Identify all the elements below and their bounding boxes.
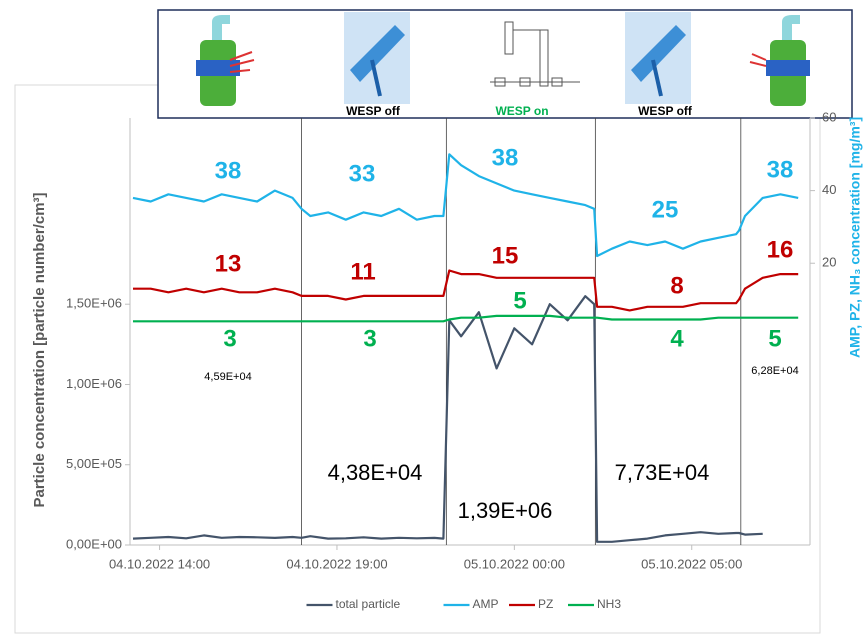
phase-label: 16 bbox=[767, 236, 794, 263]
banner-label: WESP on bbox=[495, 104, 548, 118]
phase-label: 1,39E+06 bbox=[458, 498, 553, 523]
chart-frame bbox=[15, 85, 820, 633]
x-tick-label: 05.10.2022 05:00 bbox=[641, 556, 742, 571]
phase-label: 38 bbox=[767, 156, 794, 183]
legend-label: NH3 bbox=[597, 597, 621, 611]
legend-label: total particle bbox=[336, 597, 401, 611]
y2-axis-title: AMP, PZ, NH₃ concentration [mg/m³] bbox=[847, 117, 863, 358]
phase-label: 3 bbox=[363, 325, 376, 352]
phase-label: 4,59E+04 bbox=[204, 371, 251, 383]
phase-label: 6,28E+04 bbox=[751, 365, 798, 377]
y2-tick-label: 20 bbox=[822, 255, 836, 270]
phase-label: 11 bbox=[350, 258, 375, 285]
x-tick-label: 04.10.2022 14:00 bbox=[109, 556, 210, 571]
legend-label: AMP bbox=[473, 597, 499, 611]
banner-label: WESP off bbox=[638, 104, 693, 118]
phase-label: 7,73E+04 bbox=[615, 460, 710, 485]
y2-tick-label: 60 bbox=[822, 109, 836, 124]
phase-label: 15 bbox=[492, 242, 519, 269]
phase-label: 3 bbox=[223, 325, 236, 352]
banner-label: WESP off bbox=[346, 104, 401, 118]
y2-tick-label: 40 bbox=[822, 182, 836, 197]
legend-label: PZ bbox=[538, 597, 553, 611]
phase-label: 13 bbox=[215, 250, 242, 277]
x-tick-label: 05.10.2022 00:00 bbox=[464, 556, 565, 571]
y-tick-label: 1,50E+06 bbox=[66, 296, 122, 311]
wesp-image bbox=[344, 12, 410, 104]
banner: WESP off WESP on WESP off bbox=[158, 10, 852, 118]
x-tick-label: 04.10.2022 19:00 bbox=[286, 556, 387, 571]
phase-label: 5 bbox=[768, 325, 781, 352]
y-tick-label: 5,00E+05 bbox=[66, 456, 122, 471]
phase-label: 4,38E+04 bbox=[328, 460, 423, 485]
phase-label: 33 bbox=[349, 160, 376, 187]
wesp-image bbox=[625, 12, 691, 104]
y-tick-label: 1,00E+06 bbox=[66, 376, 122, 391]
phase-label: 4 bbox=[670, 325, 684, 352]
phase-label: 5 bbox=[513, 287, 526, 314]
y-axis-title: Particle concentration [particle number/… bbox=[31, 192, 48, 507]
phase-label: 38 bbox=[492, 144, 519, 171]
page: WESP off WESP on WESP off Particle conce… bbox=[0, 0, 864, 640]
y-tick-label: 0,00E+00 bbox=[66, 536, 122, 551]
phase-label: 38 bbox=[215, 157, 242, 184]
phase-label: 8 bbox=[670, 272, 683, 299]
phase-label: 25 bbox=[652, 196, 679, 223]
chart: WESP off WESP on WESP off Particle conce… bbox=[0, 0, 864, 640]
